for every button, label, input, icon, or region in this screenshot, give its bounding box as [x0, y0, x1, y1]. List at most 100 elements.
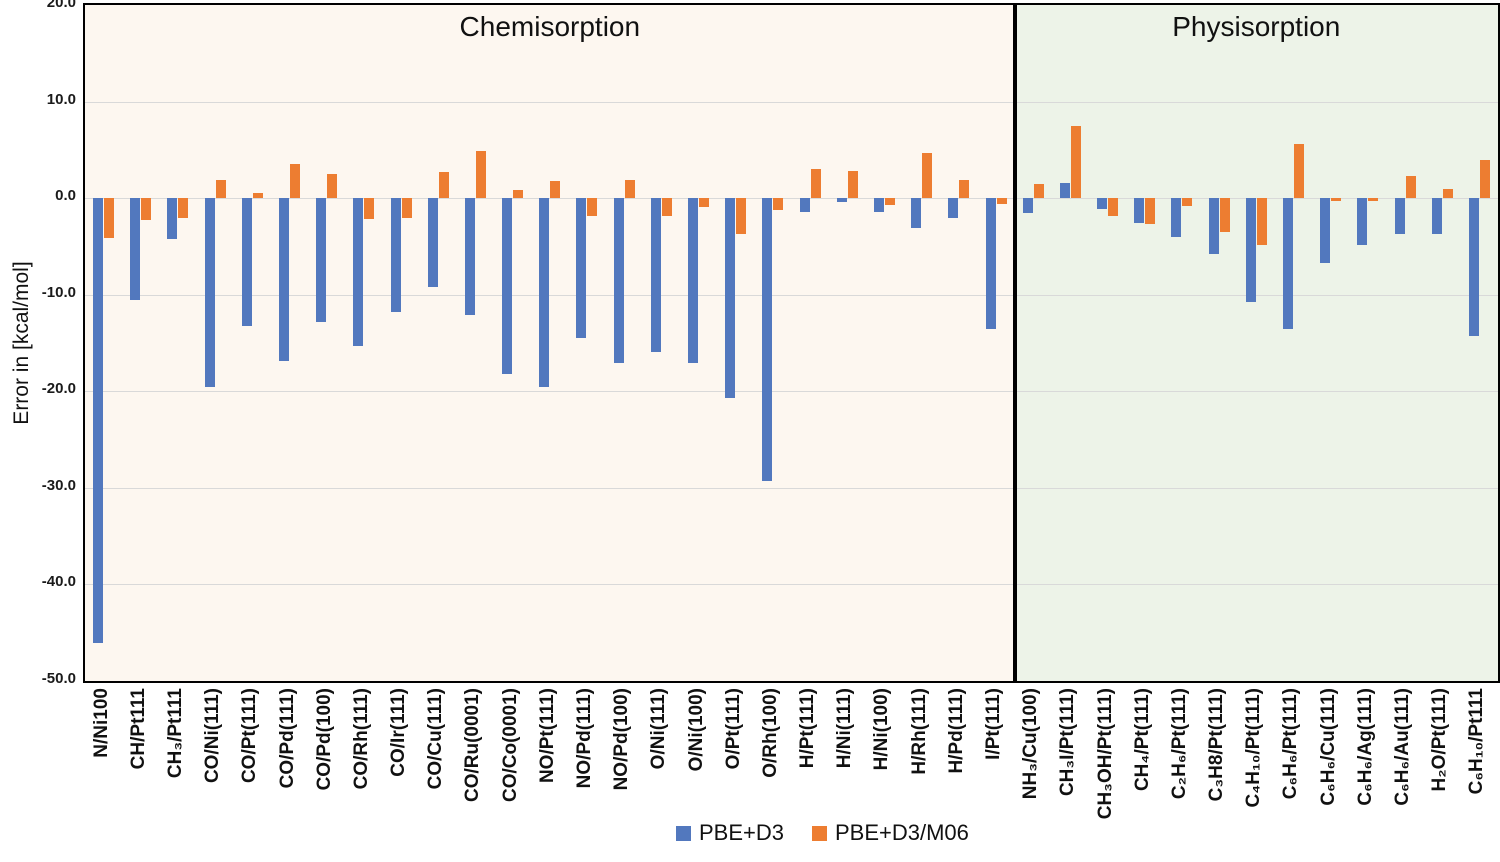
gridline	[85, 584, 1498, 586]
x-category-label: C₆H₆/Ag(111)	[1354, 688, 1376, 806]
x-category-label: C₆H₆/Cu(111)	[1317, 688, 1339, 806]
bar-pbe-d3	[873, 198, 884, 212]
bar-pbe-d3-m06	[773, 198, 784, 210]
bar-pbe-d3	[836, 198, 847, 202]
bar-pbe-d3	[1059, 182, 1070, 199]
x-category-label: CO/Ir(111)	[388, 688, 410, 777]
bar-pbe-d3-m06	[290, 164, 300, 199]
x-category-label: NH₃/Cu(100)	[1020, 688, 1042, 800]
gridline	[85, 101, 1498, 103]
chemisorption-region: Chemisorption	[85, 5, 1015, 681]
bar-pbe-d3-m06	[1293, 144, 1304, 199]
bar-pbe-d3-m06	[401, 198, 412, 219]
bar-pbe-d3	[1394, 198, 1405, 234]
x-category-label: C₂H₆/Pt(111)	[1168, 688, 1190, 800]
bar-pbe-d3	[1431, 198, 1442, 234]
bar-pbe-d3	[464, 198, 475, 315]
bar-pbe-d3-m06	[959, 179, 970, 199]
y-tick-label: -50.0	[41, 670, 76, 687]
x-category-label: CO/Co(0001)	[499, 688, 521, 803]
bar-pbe-d3	[1320, 198, 1331, 263]
bar-pbe-d3-m06	[327, 174, 338, 199]
physisorption-title: Physisorption	[1172, 11, 1341, 42]
bar-pbe-d3	[502, 198, 513, 374]
bar-pbe-d3	[1097, 198, 1108, 209]
x-category-label: CO/Ru(0001)	[462, 688, 484, 803]
gridline	[85, 487, 1498, 489]
bar-pbe-d3-m06	[252, 193, 263, 199]
bar-pbe-d3-m06	[996, 198, 1007, 204]
bar-pbe-d3-m06	[438, 172, 449, 199]
bar-pbe-d3	[1134, 198, 1145, 224]
bar-pbe-d3	[130, 198, 141, 300]
bar-pbe-d3	[1022, 198, 1033, 213]
bar-pbe-d3-m06	[1145, 198, 1156, 225]
bar-pbe-d3-m06	[141, 198, 152, 221]
bar-pbe-d3	[279, 198, 289, 362]
bar-pbe-d3	[762, 198, 773, 482]
section-divider	[1012, 5, 1017, 681]
y-axis-title: Error in [kcal/mol]	[10, 261, 33, 425]
bar-pbe-d3	[650, 198, 661, 352]
bar-pbe-d3-m06	[475, 150, 486, 199]
bar-pbe-d3-m06	[104, 198, 115, 238]
x-category-label: CH₃OH/Pt(111)	[1094, 688, 1116, 820]
bar-pbe-d3-m06	[1405, 175, 1416, 199]
x-category-label: C₆H₁₀/Pt111	[1466, 688, 1488, 795]
bar-pbe-d3-m06	[1033, 183, 1044, 199]
bar-pbe-d3-m06	[736, 198, 747, 234]
chemisorption-title: Chemisorption	[459, 11, 641, 42]
bar-pbe-d3	[204, 198, 215, 388]
plot-area: Chemisorption Physisorption	[83, 3, 1500, 683]
bar-pbe-d3-m06	[513, 190, 524, 199]
x-category-label: C₆H₆/Pt(111)	[1280, 688, 1302, 800]
y-tick-label: -30.0	[41, 476, 76, 494]
bar-pbe-d3	[427, 198, 438, 287]
y-tick-label: 0.0	[55, 187, 76, 205]
bar-pbe-d3	[316, 198, 327, 322]
bar-pbe-d3	[1357, 198, 1368, 246]
bar-pbe-d3	[1245, 198, 1256, 303]
physisorption-region: Physisorption	[1014, 5, 1498, 681]
x-category-label: CH/Pt111	[127, 688, 149, 770]
gridline	[85, 391, 1498, 393]
bar-pbe-d3-m06	[884, 198, 895, 205]
legend-swatch-blue	[676, 825, 691, 841]
x-category-label: C₄H₁₀/Pt(111)	[1243, 688, 1265, 808]
x-category-label: CO/Cu(111)	[425, 688, 447, 790]
x-category-label: NO/Pd(100)	[611, 688, 633, 791]
bar-pbe-d3	[948, 198, 959, 219]
x-category-label: O/Ni(111)	[648, 688, 670, 770]
x-category-label: CH₃I/Pt(111)	[1057, 688, 1079, 797]
x-category-label: I/Pt(111)	[983, 688, 1004, 760]
bar-pbe-d3-m06	[1108, 198, 1119, 216]
bar-pbe-d3	[539, 198, 550, 388]
bar-pbe-d3-m06	[699, 198, 710, 207]
x-category-label: CH₃/Pt111	[164, 688, 186, 779]
bar-pbe-d3	[613, 198, 624, 364]
bar-pbe-d3	[725, 198, 736, 399]
bar-pbe-d3-m06	[1331, 198, 1342, 202]
y-tick-label: -40.0	[41, 573, 76, 591]
bar-pbe-d3	[1171, 198, 1182, 237]
bar-pbe-d3	[799, 198, 810, 212]
x-category-label: CO/Pd(111)	[276, 688, 298, 789]
x-category-label: CO/Rh(111)	[350, 688, 372, 790]
legend-label-pbe-d3-m06: PBE+D3/M06	[835, 820, 969, 845]
bar-pbe-d3-m06	[1219, 198, 1230, 232]
x-category-label: CO/Ni(111)	[202, 688, 224, 784]
bar-pbe-d3-m06	[624, 179, 635, 199]
bar-pbe-d3	[1208, 198, 1219, 255]
y-tick-label: 20.0	[46, 0, 76, 11]
bar-pbe-d3-m06	[1256, 198, 1267, 246]
gridline	[85, 294, 1498, 296]
bar-pbe-d3	[1282, 198, 1293, 330]
x-category-label: CH₄/Pt(111)	[1131, 688, 1153, 792]
x-category-label: C₃H8/Pt(111)	[1206, 688, 1228, 802]
x-category-label: H₂O/Pt(111)	[1429, 688, 1451, 792]
bar-pbe-d3	[1468, 198, 1479, 337]
y-tick-label: 10.0	[46, 90, 76, 108]
bar-pbe-d3-m06	[810, 169, 821, 199]
bar-pbe-d3	[93, 198, 104, 644]
x-category-label: CO/Pd(100)	[313, 688, 335, 791]
